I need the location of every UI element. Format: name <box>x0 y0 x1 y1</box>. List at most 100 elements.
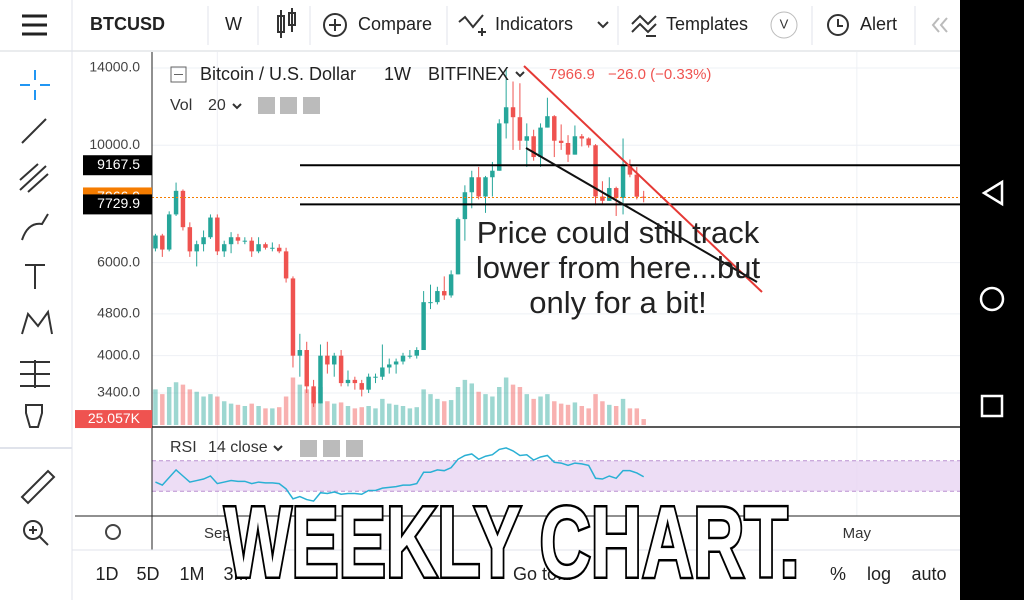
alert-icon <box>837 19 843 27</box>
volume-bar <box>380 398 385 425</box>
text-tool[interactable] <box>25 264 45 289</box>
range-button[interactable]: 1M <box>179 564 204 584</box>
fib-tool[interactable] <box>19 163 49 193</box>
dropdown-caret[interactable] <box>273 445 283 452</box>
icons-tool[interactable] <box>25 404 43 428</box>
percent-button[interactable]: % <box>830 564 846 584</box>
volume-bar <box>194 391 199 425</box>
volume-bar <box>497 387 502 425</box>
eye-button[interactable] <box>300 440 317 457</box>
volume-length: 20 <box>208 97 226 114</box>
volume-bar <box>510 384 516 425</box>
volume-bar <box>407 408 413 425</box>
price-label-bg <box>83 194 152 215</box>
measure-tool[interactable] <box>20 360 50 388</box>
y-tick-label: 4800.0 <box>97 305 140 321</box>
dropdown-caret[interactable] <box>515 71 525 78</box>
alert-button[interactable]: Alert <box>860 14 897 34</box>
collapse-button[interactable] <box>170 66 187 83</box>
candle-body <box>462 192 468 220</box>
dropdown-caret[interactable] <box>232 103 242 110</box>
candle-body <box>153 235 158 249</box>
price-label-bg <box>83 155 152 176</box>
brush-tool[interactable] <box>21 213 49 241</box>
dropdown-caret[interactable] <box>597 21 609 29</box>
trendline-tool[interactable] <box>21 118 47 144</box>
candle-body <box>297 350 303 356</box>
templates-button[interactable]: Templates <box>666 14 748 34</box>
candle-body <box>256 244 261 252</box>
candle-body <box>215 217 220 252</box>
ruler-tool[interactable] <box>20 469 56 505</box>
candle-body <box>586 138 591 146</box>
candle-body <box>166 214 172 250</box>
settings-gear[interactable] <box>105 524 121 540</box>
candle-body <box>221 244 227 252</box>
rsi-legend: RSI 14 close <box>170 439 363 457</box>
volume-bar <box>565 404 571 425</box>
recents-button[interactable] <box>980 394 1004 418</box>
templates-badge[interactable]: V <box>780 16 789 31</box>
volume-bar <box>242 406 248 425</box>
volume-bar <box>620 398 626 425</box>
volume-label-bg <box>75 410 152 429</box>
candle-body <box>228 237 234 245</box>
bottom-bar: 1D 5D 1M 3M Go to... % log auto <box>72 549 960 584</box>
rsi-params: 14 close <box>208 439 268 456</box>
log-button[interactable]: log <box>867 564 891 584</box>
candle-body <box>380 367 385 377</box>
indicators-button[interactable]: Indicators <box>495 14 573 34</box>
badge <box>770 11 798 39</box>
candle-body <box>387 364 392 368</box>
range-button[interactable]: 1D <box>95 564 118 584</box>
rsi-line <box>155 447 645 502</box>
eye-button[interactable] <box>258 97 275 114</box>
candle-body <box>607 188 612 201</box>
candle-body <box>490 170 495 178</box>
back-button[interactable] <box>981 179 1004 207</box>
candle-body <box>311 386 316 404</box>
remove-button[interactable] <box>303 97 320 114</box>
candle-body <box>194 244 199 252</box>
candle-body <box>620 164 626 198</box>
candle-body <box>352 379 358 384</box>
remove-button[interactable] <box>346 440 363 457</box>
collapse-button[interactable] <box>931 17 948 33</box>
settings-button[interactable] <box>323 440 340 457</box>
interval-button[interactable]: W <box>225 14 242 34</box>
candle-body <box>565 142 571 155</box>
menu-button[interactable] <box>22 14 47 36</box>
zoom-tool[interactable] <box>29 526 49 546</box>
candle-body <box>483 177 488 197</box>
rsi-layer <box>75 426 960 502</box>
chart-style-button[interactable] <box>277 8 296 38</box>
volume-bar <box>483 394 488 425</box>
candle-body <box>263 244 268 248</box>
home-button[interactable] <box>979 286 1005 312</box>
candle-body <box>366 376 371 390</box>
volume-bar <box>476 391 481 425</box>
range-button[interactable]: 5D <box>136 564 159 584</box>
pattern-tool[interactable] <box>21 309 53 335</box>
goto-button[interactable]: Go to... <box>513 564 572 584</box>
candle-body <box>634 174 640 197</box>
volume-bar <box>455 387 461 425</box>
candle-body <box>442 291 447 296</box>
auto-button[interactable]: auto <box>911 564 946 584</box>
crosshair-tool[interactable] <box>20 70 50 100</box>
last-price: 7966.9 <box>549 66 595 83</box>
range-button[interactable]: 3M <box>223 564 248 584</box>
axis-layer: 14000.0 10000.0 6000.0 4800.0 4000.0 3400.0 Se… <box>75 59 872 542</box>
candle-body <box>510 107 516 118</box>
candle-body <box>359 383 364 390</box>
candle-body <box>338 355 344 384</box>
symbol-button[interactable]: BTCUSD <box>90 14 165 34</box>
volume-bar <box>221 401 227 425</box>
candle-body <box>428 302 433 304</box>
candle-body <box>208 217 213 238</box>
compare-button[interactable]: Compare <box>358 14 432 34</box>
compare-icon <box>323 13 347 37</box>
candle-body <box>545 116 550 128</box>
zoom-tool[interactable] <box>23 520 43 540</box>
settings-button[interactable] <box>280 97 297 114</box>
